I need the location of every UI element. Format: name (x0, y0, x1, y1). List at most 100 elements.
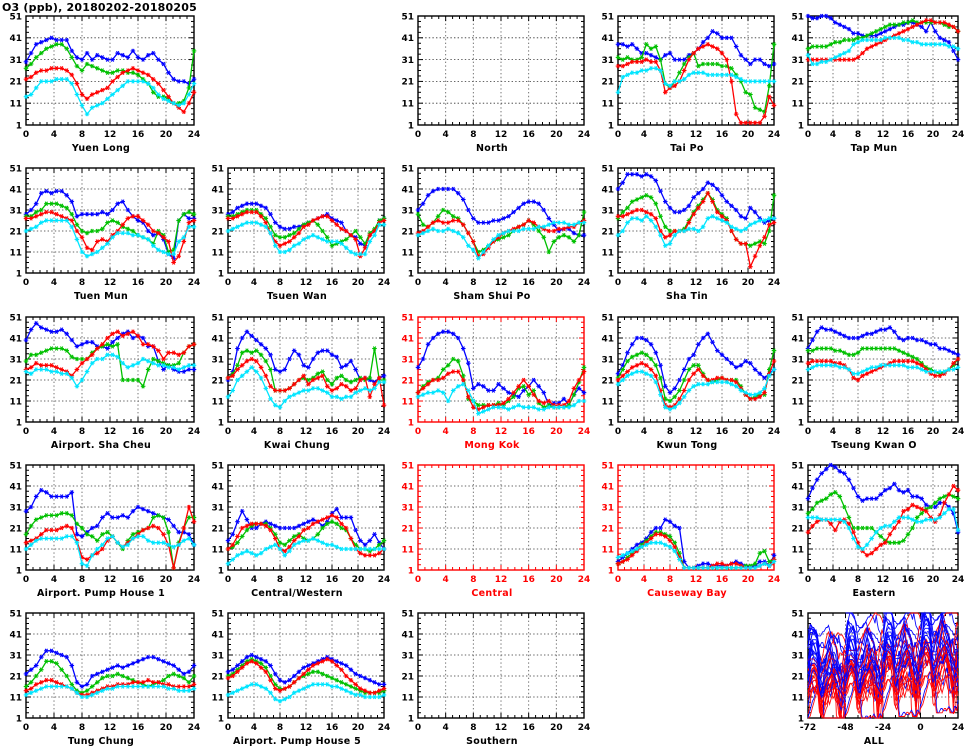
series-marker-red (851, 57, 856, 62)
y-tick-label: 51 (401, 609, 414, 619)
series-marker-red (696, 367, 701, 372)
x-tick-label: 4 (443, 575, 449, 585)
series-marker-red (771, 358, 777, 364)
series-marker-cyan (145, 684, 151, 689)
series-marker-red (526, 218, 531, 223)
series-marker-red (700, 199, 706, 204)
series-marker-red (511, 390, 516, 395)
series-marker-red (762, 235, 767, 240)
series-marker-cyan (445, 398, 451, 404)
series-marker-blue (353, 367, 358, 372)
x-tick-label: 24 (188, 278, 200, 288)
series-marker-blue (273, 367, 278, 372)
x-tick-label: 16 (522, 723, 535, 733)
series-marker-green (864, 33, 870, 38)
series-marker-cyan (301, 237, 306, 242)
series-marker-cyan (140, 356, 146, 362)
series-marker-blue (28, 50, 34, 56)
series-marker-cyan (933, 517, 938, 522)
series-marker-cyan (471, 247, 476, 253)
series-marker-cyan (634, 546, 640, 552)
series-marker-red (551, 228, 557, 234)
series-marker-red (244, 358, 250, 364)
series-marker-blue (230, 532, 235, 537)
series-marker-blue (115, 335, 120, 341)
series-marker-red (724, 57, 729, 62)
series-marker-red (372, 690, 377, 696)
series-marker-blue (719, 193, 725, 198)
series-marker-blue (663, 52, 668, 58)
series-marker-red (946, 492, 952, 497)
series-marker-cyan (757, 79, 763, 84)
series-marker-green (634, 197, 640, 202)
series-marker-cyan (767, 373, 772, 379)
series-marker-cyan (748, 79, 753, 84)
series-marker-blue (663, 199, 668, 204)
series-marker-cyan (282, 249, 287, 255)
series-marker-green (277, 235, 283, 240)
series-marker-red (681, 388, 687, 393)
series-marker-cyan (358, 692, 363, 698)
series-marker-red (171, 260, 176, 265)
series-marker-red (268, 527, 273, 533)
series-marker-green (105, 673, 110, 679)
series-marker-blue (171, 76, 176, 82)
series-marker-cyan (710, 379, 715, 385)
series-marker-blue (59, 37, 64, 43)
series-marker-cyan (287, 247, 292, 253)
y-tick-label: 41 (211, 185, 224, 195)
series-marker-red (348, 536, 354, 541)
series-marker-blue (440, 329, 446, 334)
series-marker-green (860, 346, 865, 351)
series-marker-cyan (59, 684, 64, 689)
series-marker-red (377, 550, 382, 556)
series-marker-cyan (752, 79, 758, 84)
series-marker-blue (901, 490, 906, 495)
x-tick-label: -48 (837, 723, 853, 733)
series-marker-cyan (748, 392, 753, 397)
series-marker-red (864, 553, 870, 558)
series-marker-green (887, 22, 893, 27)
series-marker-blue (44, 188, 49, 194)
series-marker-cyan (634, 216, 640, 221)
series-marker-red (254, 521, 259, 527)
series-marker-cyan (135, 684, 141, 689)
series-marker-green (320, 228, 325, 234)
series-marker-blue (715, 186, 720, 192)
series-marker-blue (541, 207, 547, 213)
series-marker-blue (306, 663, 311, 668)
series-marker-cyan (541, 224, 547, 230)
series-marker-green (320, 525, 325, 531)
series-marker-cyan (166, 98, 171, 104)
y-tick-label: 31 (9, 355, 22, 365)
series-marker-cyan (883, 363, 888, 368)
series-marker-blue (89, 673, 95, 679)
series-marker-green (381, 538, 387, 543)
series-marker-cyan (235, 688, 240, 693)
x-tick-label: 4 (830, 130, 836, 140)
series-marker-red (254, 209, 259, 215)
series-marker-blue (415, 207, 421, 213)
series-marker-cyan (343, 688, 349, 693)
series-marker-green (367, 375, 373, 381)
series-marker-green (625, 205, 630, 211)
x-tick-label: 8 (667, 575, 673, 585)
series-marker-cyan (620, 74, 625, 80)
series-marker-blue (724, 35, 729, 41)
series-marker-cyan (186, 92, 192, 97)
series-marker-green (325, 673, 330, 679)
series-marker-blue (334, 506, 339, 512)
series-marker-cyan (686, 226, 692, 232)
series-marker-blue (644, 50, 649, 56)
series-marker-red (39, 68, 44, 73)
x-tick-label: 8 (79, 723, 85, 733)
series-marker-red (771, 103, 777, 108)
series-marker-green (145, 367, 151, 372)
series-marker-cyan (653, 224, 659, 230)
chart-panel-tung-chung: 1 11 21 31 41 51 0 4 8 12 16 20 24 Tung Chung (2, 609, 200, 753)
series-marker-cyan (74, 540, 80, 545)
series-marker-cyan (629, 216, 635, 221)
x-tick-label: 12 (495, 130, 508, 140)
series-marker-red (230, 673, 235, 679)
